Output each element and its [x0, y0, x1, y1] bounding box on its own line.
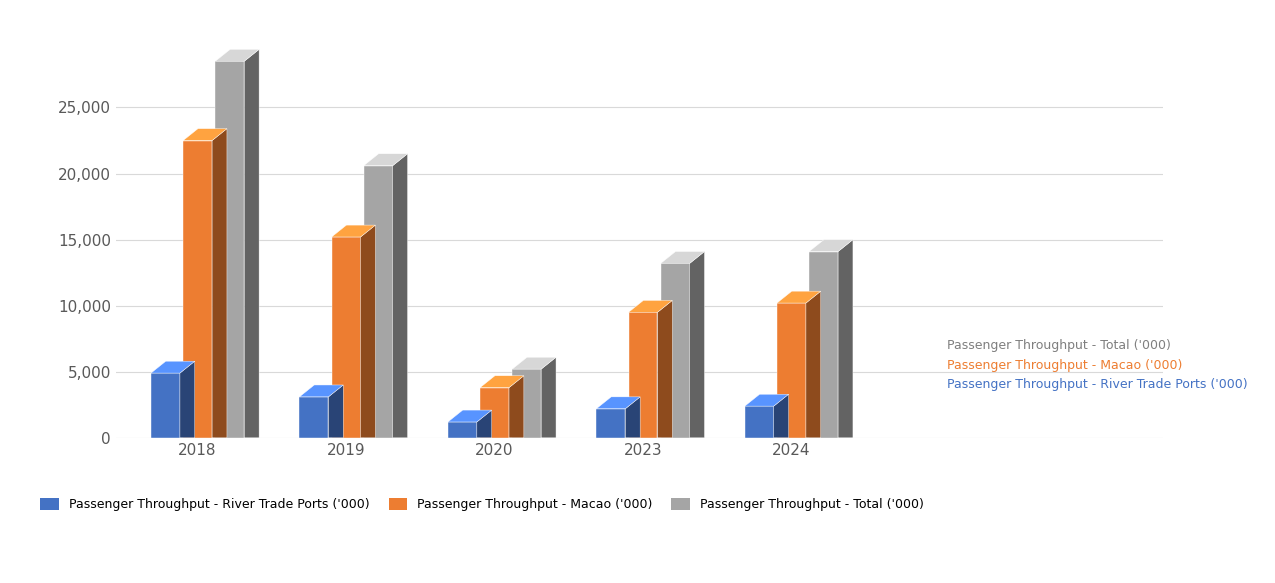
Polygon shape: [150, 373, 180, 438]
Polygon shape: [629, 300, 672, 312]
Text: Passenger Throughput - Total ('000): Passenger Throughput - Total ('000): [947, 339, 1172, 352]
Polygon shape: [597, 397, 640, 409]
Polygon shape: [597, 409, 625, 438]
Polygon shape: [776, 291, 821, 303]
Text: Passenger Throughput - River Trade Ports ('000): Passenger Throughput - River Trade Ports…: [947, 378, 1248, 391]
Polygon shape: [690, 251, 705, 438]
Polygon shape: [212, 129, 227, 438]
Polygon shape: [660, 251, 705, 264]
Polygon shape: [332, 237, 361, 438]
Polygon shape: [448, 410, 492, 422]
Polygon shape: [806, 291, 821, 438]
Polygon shape: [660, 264, 690, 438]
Polygon shape: [150, 361, 195, 373]
Polygon shape: [300, 385, 343, 397]
Polygon shape: [481, 375, 524, 388]
Polygon shape: [477, 410, 492, 438]
Polygon shape: [513, 369, 541, 438]
Polygon shape: [541, 357, 556, 438]
Polygon shape: [361, 225, 375, 438]
Polygon shape: [245, 50, 259, 438]
Polygon shape: [215, 61, 245, 438]
Polygon shape: [300, 397, 329, 438]
Polygon shape: [810, 240, 853, 251]
Polygon shape: [810, 251, 838, 438]
Polygon shape: [513, 357, 556, 369]
Legend: Passenger Throughput - River Trade Ports ('000), Passenger Throughput - Macao (': Passenger Throughput - River Trade Ports…: [36, 493, 929, 516]
Polygon shape: [329, 385, 343, 438]
Polygon shape: [184, 129, 227, 141]
Polygon shape: [658, 300, 672, 438]
Polygon shape: [481, 388, 509, 438]
Polygon shape: [393, 154, 408, 438]
Polygon shape: [625, 397, 640, 438]
Polygon shape: [332, 225, 375, 237]
Polygon shape: [363, 154, 408, 166]
Polygon shape: [629, 312, 658, 438]
Polygon shape: [363, 166, 393, 438]
Polygon shape: [448, 422, 477, 438]
Polygon shape: [215, 50, 259, 61]
Polygon shape: [509, 375, 524, 438]
Polygon shape: [838, 240, 853, 438]
Polygon shape: [774, 394, 789, 438]
Polygon shape: [745, 406, 774, 438]
Polygon shape: [184, 141, 212, 438]
Polygon shape: [776, 303, 806, 438]
Polygon shape: [745, 394, 789, 406]
Polygon shape: [180, 361, 195, 438]
Text: Passenger Throughput - Macao ('000): Passenger Throughput - Macao ('000): [947, 359, 1183, 371]
